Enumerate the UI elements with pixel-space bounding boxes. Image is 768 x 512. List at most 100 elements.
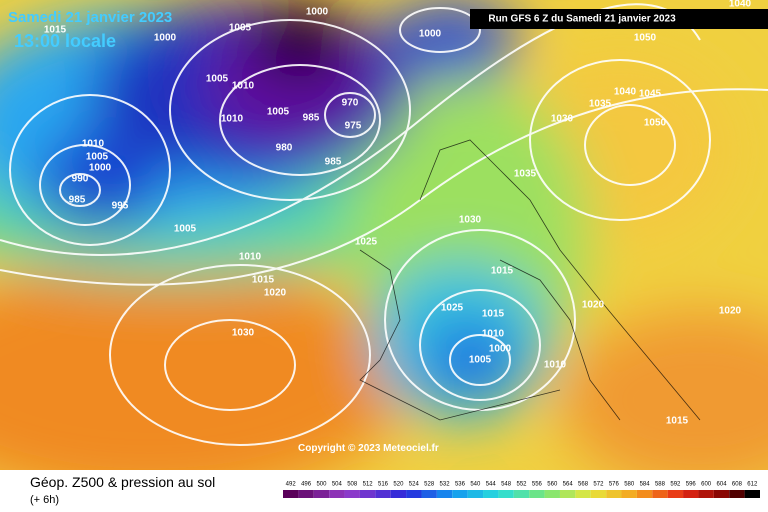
isobar-label: 985 xyxy=(69,195,86,206)
scale-swatch xyxy=(406,490,422,498)
scale-swatch xyxy=(713,490,730,498)
scale-swatch xyxy=(544,490,560,498)
isobar-label: 985 xyxy=(303,113,320,124)
isobar-label: 1010 xyxy=(482,329,505,340)
copyright: Copyright © 2023 Meteociel.fr xyxy=(298,443,439,454)
scale-swatch xyxy=(359,490,376,498)
field xyxy=(0,0,768,470)
scale-swatch xyxy=(313,490,330,498)
scale-swatch xyxy=(513,490,530,498)
scale-swatch xyxy=(375,490,391,498)
isobar-label: 1000 xyxy=(89,163,112,174)
isobar-label: 1005 xyxy=(469,355,492,366)
scale-swatch xyxy=(559,490,576,498)
scale-swatch xyxy=(283,490,299,498)
scale-label: 532 xyxy=(440,482,451,488)
scale-label: 596 xyxy=(686,482,697,488)
scale-swatch xyxy=(621,490,637,498)
isobar-label: 1035 xyxy=(514,169,537,180)
scale-swatch xyxy=(452,490,468,498)
isobar-label: 1005 xyxy=(174,224,197,235)
isobar-label: 1000 xyxy=(306,7,329,18)
isobar-label: 1005 xyxy=(229,23,252,34)
scale-swatch xyxy=(636,490,653,498)
isobar-label: 1030 xyxy=(232,328,255,339)
scale-label: 612 xyxy=(747,482,758,488)
scale-label: 520 xyxy=(393,482,404,488)
isobar-label: 1025 xyxy=(355,237,378,248)
isobar-label: 1020 xyxy=(719,306,742,317)
scale-label: 584 xyxy=(640,482,651,488)
isobar-label: 975 xyxy=(345,121,362,132)
isobar-label: 1050 xyxy=(644,118,667,129)
scale-swatch xyxy=(744,490,760,498)
scale-label: 568 xyxy=(578,482,589,488)
scale-label: 588 xyxy=(655,482,666,488)
scale-swatch xyxy=(298,490,314,498)
scale-swatch xyxy=(652,490,668,498)
isobar-label: 1050 xyxy=(634,33,657,44)
isobar-label: 1030 xyxy=(459,215,482,226)
scale-label: 564 xyxy=(563,482,574,488)
scale-label: 508 xyxy=(347,482,358,488)
scale-swatch xyxy=(467,490,484,498)
isobar-label: 995 xyxy=(112,201,129,212)
isobar-label: 1010 xyxy=(232,81,255,92)
scale-label: 516 xyxy=(378,482,389,488)
isobar-label: 1015 xyxy=(491,266,514,277)
scale-label: 504 xyxy=(332,482,343,488)
isobar-label: 1005 xyxy=(206,74,229,85)
isobar-label: 1015 xyxy=(482,309,505,320)
isobar-label: 1000 xyxy=(419,29,442,40)
isobar-label: 1005 xyxy=(86,152,109,163)
scale-swatch xyxy=(483,490,499,498)
scale-swatch xyxy=(421,490,437,498)
isobar-label: 1010 xyxy=(239,252,262,263)
scale-label: 600 xyxy=(701,482,712,488)
scale-label: 528 xyxy=(424,482,435,488)
scale-label: 552 xyxy=(516,482,527,488)
scale-swatch xyxy=(436,490,453,498)
scale-label: 580 xyxy=(624,482,635,488)
isobar-label: 985 xyxy=(325,157,342,168)
footer-lead: (+ 6h) xyxy=(30,494,59,506)
isobar-label: 1000 xyxy=(154,33,177,44)
scale-label: 496 xyxy=(301,482,312,488)
scale-label: 576 xyxy=(609,482,620,488)
scale-label: 524 xyxy=(409,482,420,488)
isobar-label: 1015 xyxy=(666,416,689,427)
scale-swatch xyxy=(606,490,622,498)
scale-label: 608 xyxy=(732,482,743,488)
scale-swatch xyxy=(667,490,684,498)
time: 13:00 locale xyxy=(14,31,116,51)
footer-title: Géop. Z500 & pression au sol xyxy=(30,474,215,490)
scale-swatch xyxy=(498,490,514,498)
isobar-label: 980 xyxy=(276,143,293,154)
scale-swatch xyxy=(344,490,360,498)
date: Samedi 21 janvier 2023 xyxy=(8,9,172,26)
isobar-label: 1035 xyxy=(589,99,612,110)
scale-label: 548 xyxy=(501,482,512,488)
run: Run GFS 6 Z du Samedi 21 janvier 2023 xyxy=(488,14,676,25)
isobar-label: 1045 xyxy=(639,89,662,100)
scale-swatch xyxy=(729,490,745,498)
isobar-label: 1040 xyxy=(729,0,752,10)
scale-swatch xyxy=(683,490,699,498)
scale-swatch xyxy=(698,490,714,498)
isobar-label: 990 xyxy=(72,174,89,185)
scale-swatch xyxy=(575,490,591,498)
scale-label: 556 xyxy=(532,482,543,488)
scale-swatch xyxy=(390,490,407,498)
isobar-label: 1040 xyxy=(614,87,637,98)
scale-label: 492 xyxy=(286,482,297,488)
scale-label: 536 xyxy=(455,482,466,488)
isobar-label: 1010 xyxy=(82,139,105,150)
isobar-label: 1010 xyxy=(544,360,567,371)
isobar-label: 1030 xyxy=(551,114,574,125)
isobar-label: 1015 xyxy=(44,25,67,36)
scale-label: 512 xyxy=(363,482,374,488)
isobar-label: 1000 xyxy=(489,344,512,355)
isobar-label: 1025 xyxy=(441,303,464,314)
